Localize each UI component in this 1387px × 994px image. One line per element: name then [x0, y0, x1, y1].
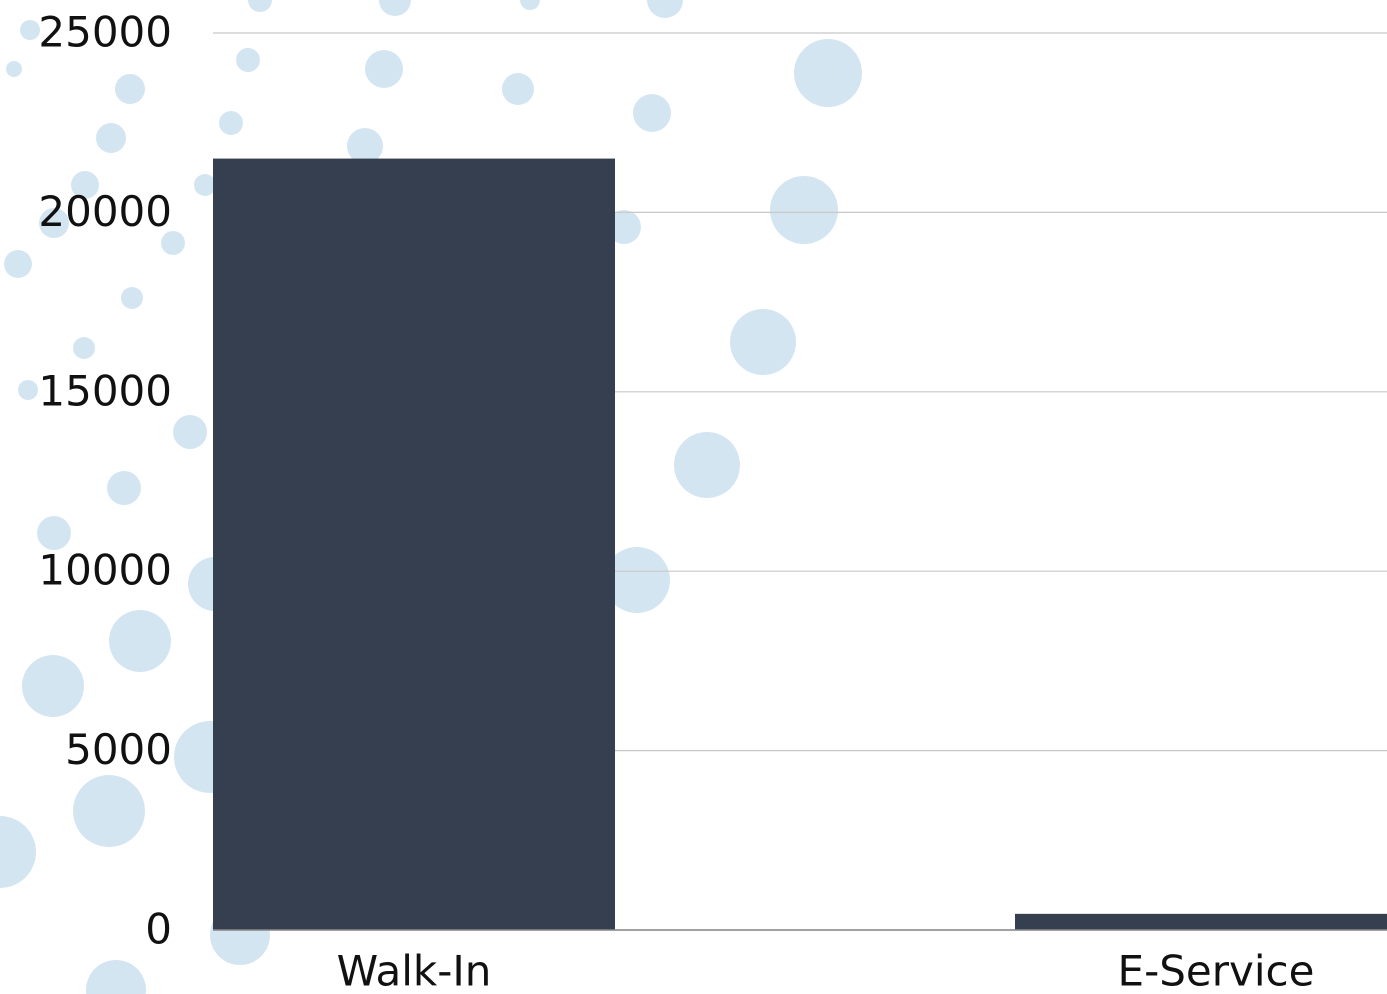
- y-tick-label: 0: [145, 905, 172, 954]
- x-tick-label: Walk-In: [337, 947, 492, 994]
- background-bubbles: [0, 0, 862, 994]
- y-tick-label: 10000: [38, 546, 172, 595]
- y-tick-label: 25000: [38, 8, 172, 57]
- y-tick-label: 15000: [38, 366, 172, 415]
- y-tick-label: 5000: [65, 725, 172, 774]
- bars: [213, 158, 1387, 930]
- x-axis: Walk-In E-Service: [337, 947, 1315, 994]
- bar: [213, 158, 615, 930]
- y-axis: 0 5000 10000 15000 20000 25000: [38, 8, 172, 954]
- y-tick-label: 20000: [38, 187, 172, 236]
- x-tick-label: E-Service: [1118, 947, 1315, 994]
- bar: [1015, 913, 1387, 930]
